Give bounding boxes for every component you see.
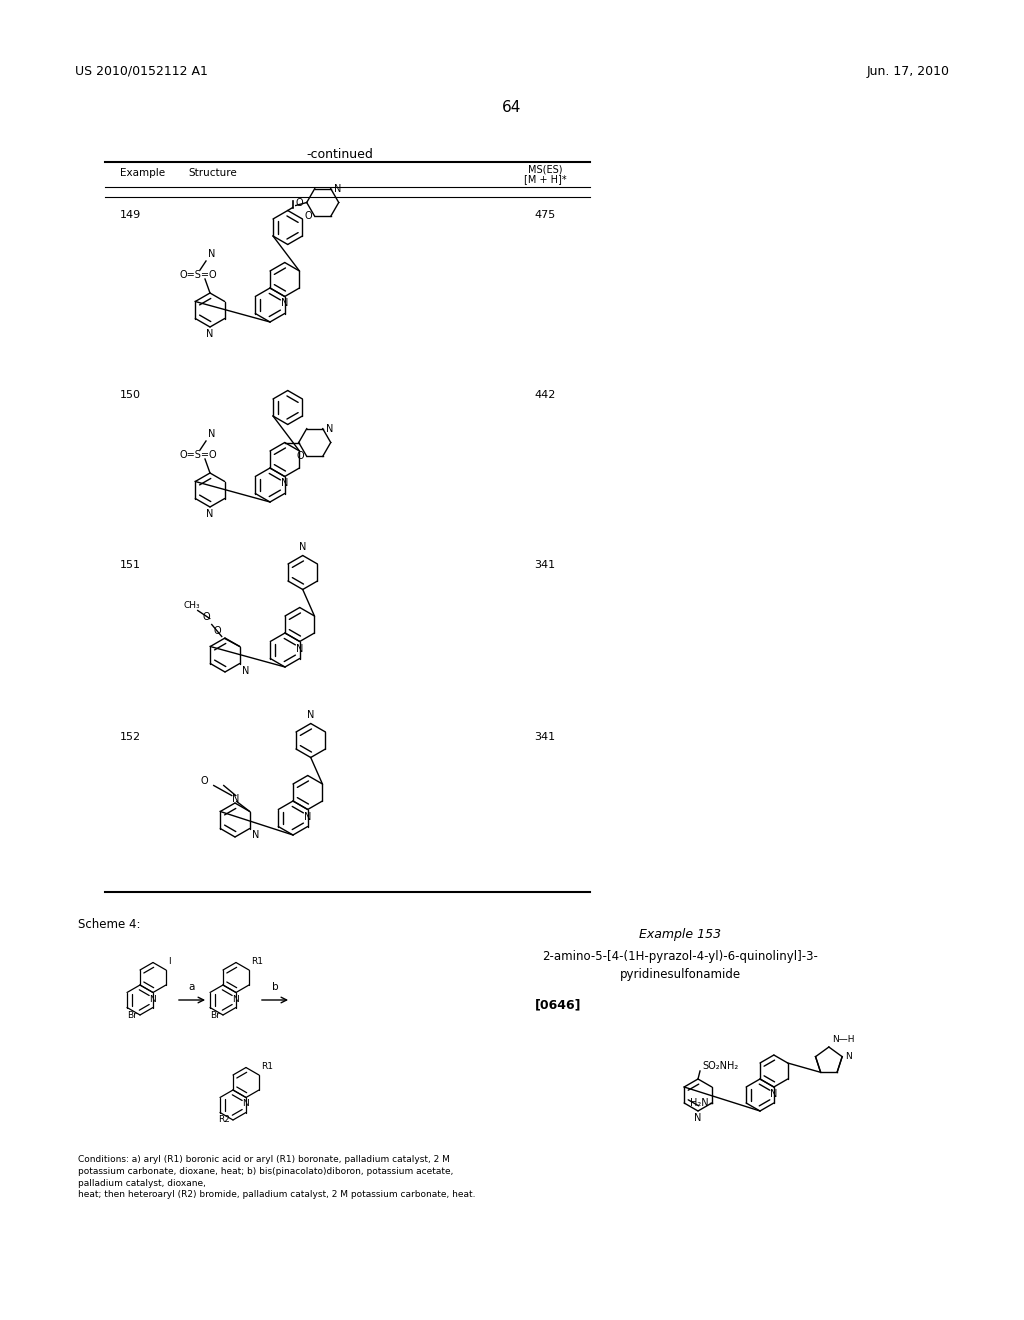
Text: N: N	[307, 710, 314, 719]
Text: N: N	[304, 812, 311, 821]
Text: [M + H]*: [M + H]*	[523, 174, 566, 183]
Text: 475: 475	[535, 210, 556, 220]
Text: 2-amino-5-[4-(1H-pyrazol-4-yl)-6-quinolinyl]-3-
pyridinesulfonamide: 2-amino-5-[4-(1H-pyrazol-4-yl)-6-quinoli…	[542, 950, 818, 981]
Text: US 2010/0152112 A1: US 2010/0152112 A1	[75, 65, 208, 78]
Text: N: N	[242, 665, 249, 676]
Text: N: N	[243, 1100, 250, 1109]
Text: CH₃: CH₃	[183, 601, 200, 610]
Text: N: N	[232, 994, 240, 1003]
Text: O: O	[203, 611, 211, 622]
Text: N: N	[334, 183, 341, 194]
Text: R2: R2	[218, 1115, 230, 1125]
Text: 150: 150	[120, 389, 141, 400]
Text: O=S=O: O=S=O	[179, 450, 217, 459]
Text: N: N	[770, 1089, 777, 1100]
Text: Conditions: a) aryl (R1) boronic acid or aryl (R1) boronate, palladium catalyst,: Conditions: a) aryl (R1) boronic acid or…	[78, 1155, 475, 1200]
Text: Br: Br	[127, 1011, 137, 1019]
Text: Scheme 4:: Scheme 4:	[78, 917, 140, 931]
Text: N: N	[694, 1113, 701, 1123]
Text: Jun. 17, 2010: Jun. 17, 2010	[867, 65, 950, 78]
Text: -continued: -continued	[306, 148, 374, 161]
Text: N—H: N—H	[831, 1035, 854, 1044]
Text: N: N	[150, 994, 157, 1003]
Text: R1: R1	[261, 1063, 273, 1071]
Text: 64: 64	[503, 100, 521, 115]
Text: 151: 151	[120, 560, 141, 570]
Text: a: a	[188, 982, 196, 993]
Text: 442: 442	[535, 389, 556, 400]
Text: N: N	[281, 479, 289, 488]
Text: H₂N: H₂N	[690, 1098, 709, 1107]
Text: N: N	[296, 644, 303, 653]
Text: O: O	[296, 198, 303, 207]
Text: MS(ES): MS(ES)	[527, 165, 562, 176]
Text: O: O	[296, 451, 304, 462]
Text: 152: 152	[120, 733, 141, 742]
Text: N: N	[845, 1052, 852, 1061]
Text: N: N	[299, 541, 306, 552]
Text: Example: Example	[120, 168, 165, 178]
Text: O: O	[200, 776, 208, 787]
Text: [0646]: [0646]	[535, 998, 582, 1011]
Text: Structure: Structure	[188, 168, 237, 178]
Text: N: N	[232, 793, 240, 804]
Text: O: O	[214, 626, 221, 635]
Text: N: N	[252, 830, 259, 841]
Text: Br: Br	[210, 1011, 220, 1019]
Text: N: N	[206, 510, 214, 519]
Text: 149: 149	[120, 210, 141, 220]
Text: R1: R1	[251, 957, 263, 966]
Text: 341: 341	[535, 560, 556, 570]
Text: N: N	[206, 329, 214, 339]
Text: O: O	[304, 211, 311, 222]
Text: b: b	[271, 982, 279, 993]
Text: SO₂NH₂: SO₂NH₂	[702, 1061, 738, 1071]
Text: N: N	[208, 429, 215, 440]
Text: N: N	[281, 298, 289, 309]
Text: 341: 341	[535, 733, 556, 742]
Text: N: N	[208, 249, 215, 259]
Text: N: N	[326, 424, 333, 434]
Text: I: I	[168, 957, 171, 966]
Text: O=S=O: O=S=O	[179, 271, 217, 280]
Text: Example 153: Example 153	[639, 928, 721, 941]
